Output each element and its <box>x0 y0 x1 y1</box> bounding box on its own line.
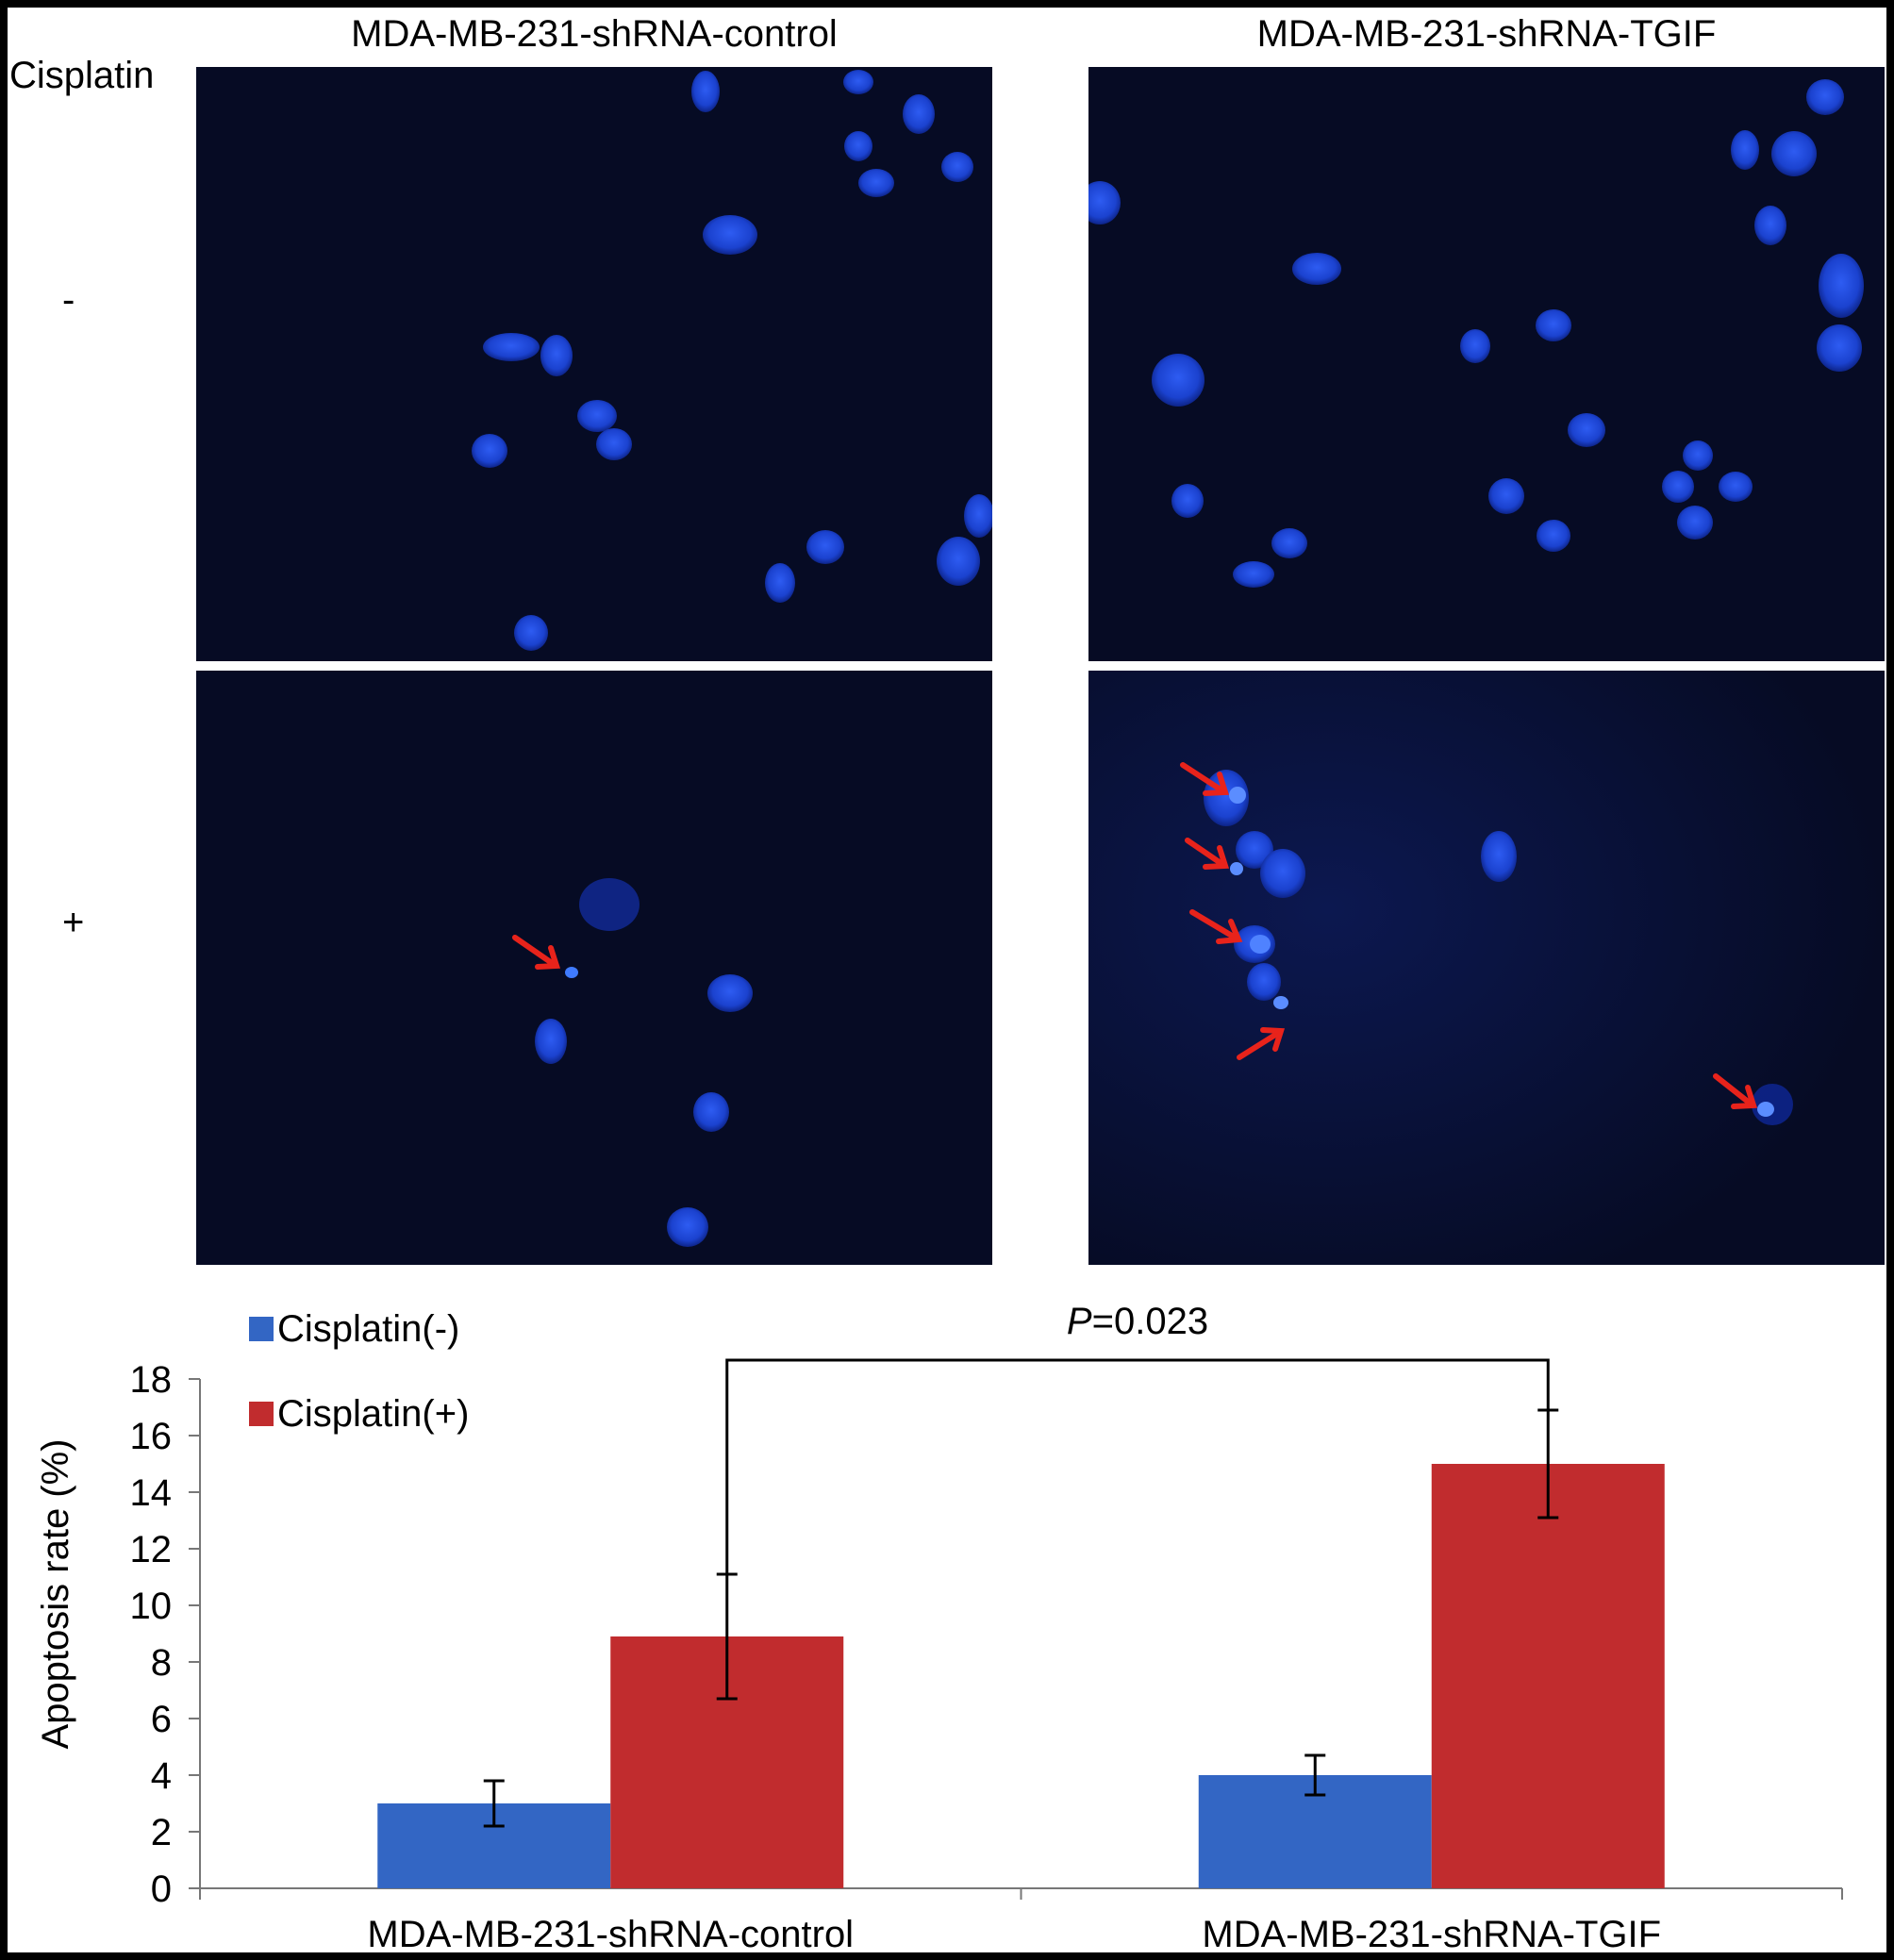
row-header-cisplatin: Cisplatin <box>9 55 155 96</box>
error-bars-group <box>483 1408 1559 1828</box>
x-tick-label: MDA-MB-231-shRNA-control <box>367 1914 854 1952</box>
y-axis: 0 2 4 6 8 10 12 14 16 18 <box>130 1359 201 1910</box>
y-tick-label: 2 <box>151 1812 172 1853</box>
bracket-line <box>725 1358 1550 1574</box>
p-value-label: P=0.023 <box>1067 1301 1208 1342</box>
y-tick-label: 8 <box>151 1642 172 1684</box>
x-axis: MDA-MB-231-shRNA-control MDA-MB-231-shRNA… <box>199 1887 1843 1952</box>
figure-canvas: MDA-MB-231-shRNA-control MDA-MB-231-shRN… <box>8 8 1886 1952</box>
nuclei-group <box>1088 79 1864 588</box>
nuclei-group <box>472 70 992 651</box>
y-tick-label: 4 <box>151 1755 172 1797</box>
micrograph-control-untreated <box>196 67 992 661</box>
y-tick-label: 6 <box>151 1699 172 1740</box>
legend: Cisplatin(-) Cisplatin(+) <box>249 1308 469 1435</box>
y-tick-label: 14 <box>130 1472 173 1514</box>
legend-swatch <box>249 1317 274 1341</box>
column-title-control: MDA-MB-231-shRNA-control <box>351 13 838 55</box>
y-axis-label: Apoptosis rate (%) <box>35 1438 76 1749</box>
y-tick-label: 12 <box>130 1529 173 1570</box>
micrograph-control-cisplatin <box>196 671 992 1265</box>
legend-swatch <box>249 1402 274 1426</box>
red-arrow-icon <box>1180 762 1758 1109</box>
column-title-tgif: MDA-MB-231-shRNA-TGIF <box>1256 13 1717 55</box>
legend-label: Cisplatin(+) <box>277 1393 469 1435</box>
x-tick-label: MDA-MB-231-shRNA-TGIF <box>1202 1914 1661 1952</box>
bar <box>1431 1464 1665 1888</box>
y-tick-label: 10 <box>130 1586 173 1627</box>
micrograph-tgif-cisplatin <box>1088 671 1885 1265</box>
significance-bracket: P=0.023 <box>725 1301 1550 1574</box>
bars-group <box>377 1464 1665 1888</box>
micrograph-tgif-untreated <box>1088 67 1885 661</box>
y-tick-label: 0 <box>151 1869 172 1910</box>
apoptosis-bar-chart: 0 2 4 6 8 10 12 14 16 18 MDA-MB-231-shRNA-control… <box>35 1301 1843 1952</box>
row-label-minus: - <box>62 279 75 321</box>
nuclei-group <box>535 878 753 1247</box>
y-tick-label: 18 <box>130 1359 173 1401</box>
nuclei-group <box>1204 770 1793 1125</box>
y-tick-label: 16 <box>130 1416 173 1457</box>
legend-label: Cisplatin(-) <box>277 1308 459 1350</box>
red-arrow-icon <box>512 935 561 970</box>
row-label-plus: + <box>62 902 85 943</box>
